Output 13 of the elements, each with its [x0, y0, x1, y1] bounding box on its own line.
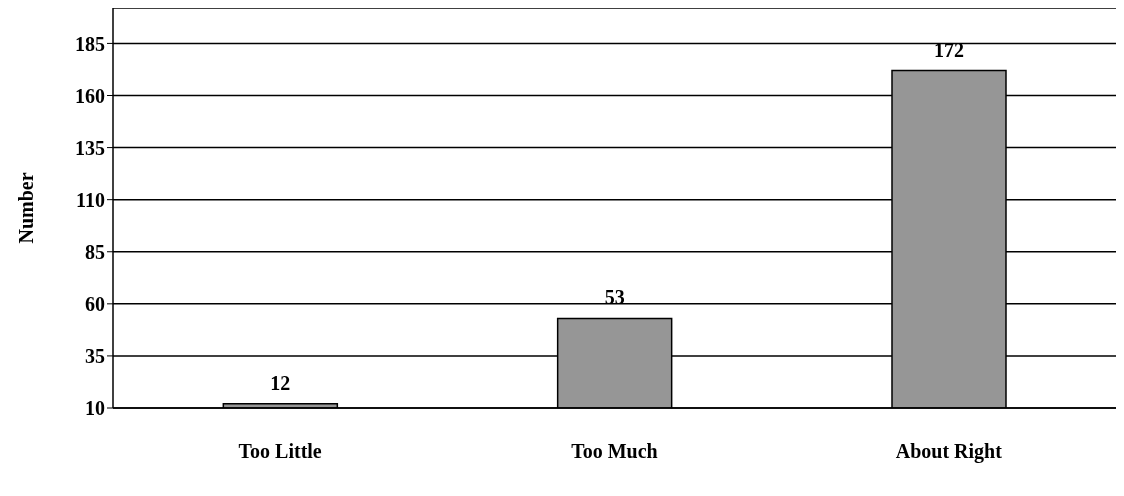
y-tick-label: 135 — [75, 136, 105, 159]
y-tick-label: 10 — [85, 397, 105, 420]
x-tick-label: About Right — [895, 440, 1003, 464]
data-label: 12 — [270, 371, 291, 394]
y-tick-label: 85 — [85, 240, 105, 263]
y-tick-label: 60 — [85, 292, 105, 315]
x-tick-label: Too Much — [571, 440, 658, 463]
y-axis-title: Number — [15, 172, 38, 244]
y-tick-label: 160 — [75, 84, 105, 107]
y-tick-label: 110 — [76, 188, 105, 211]
y-tick-label: 185 — [75, 32, 105, 55]
y-tick-label: 35 — [85, 345, 105, 368]
x-tick-label: Too Little — [238, 440, 322, 463]
